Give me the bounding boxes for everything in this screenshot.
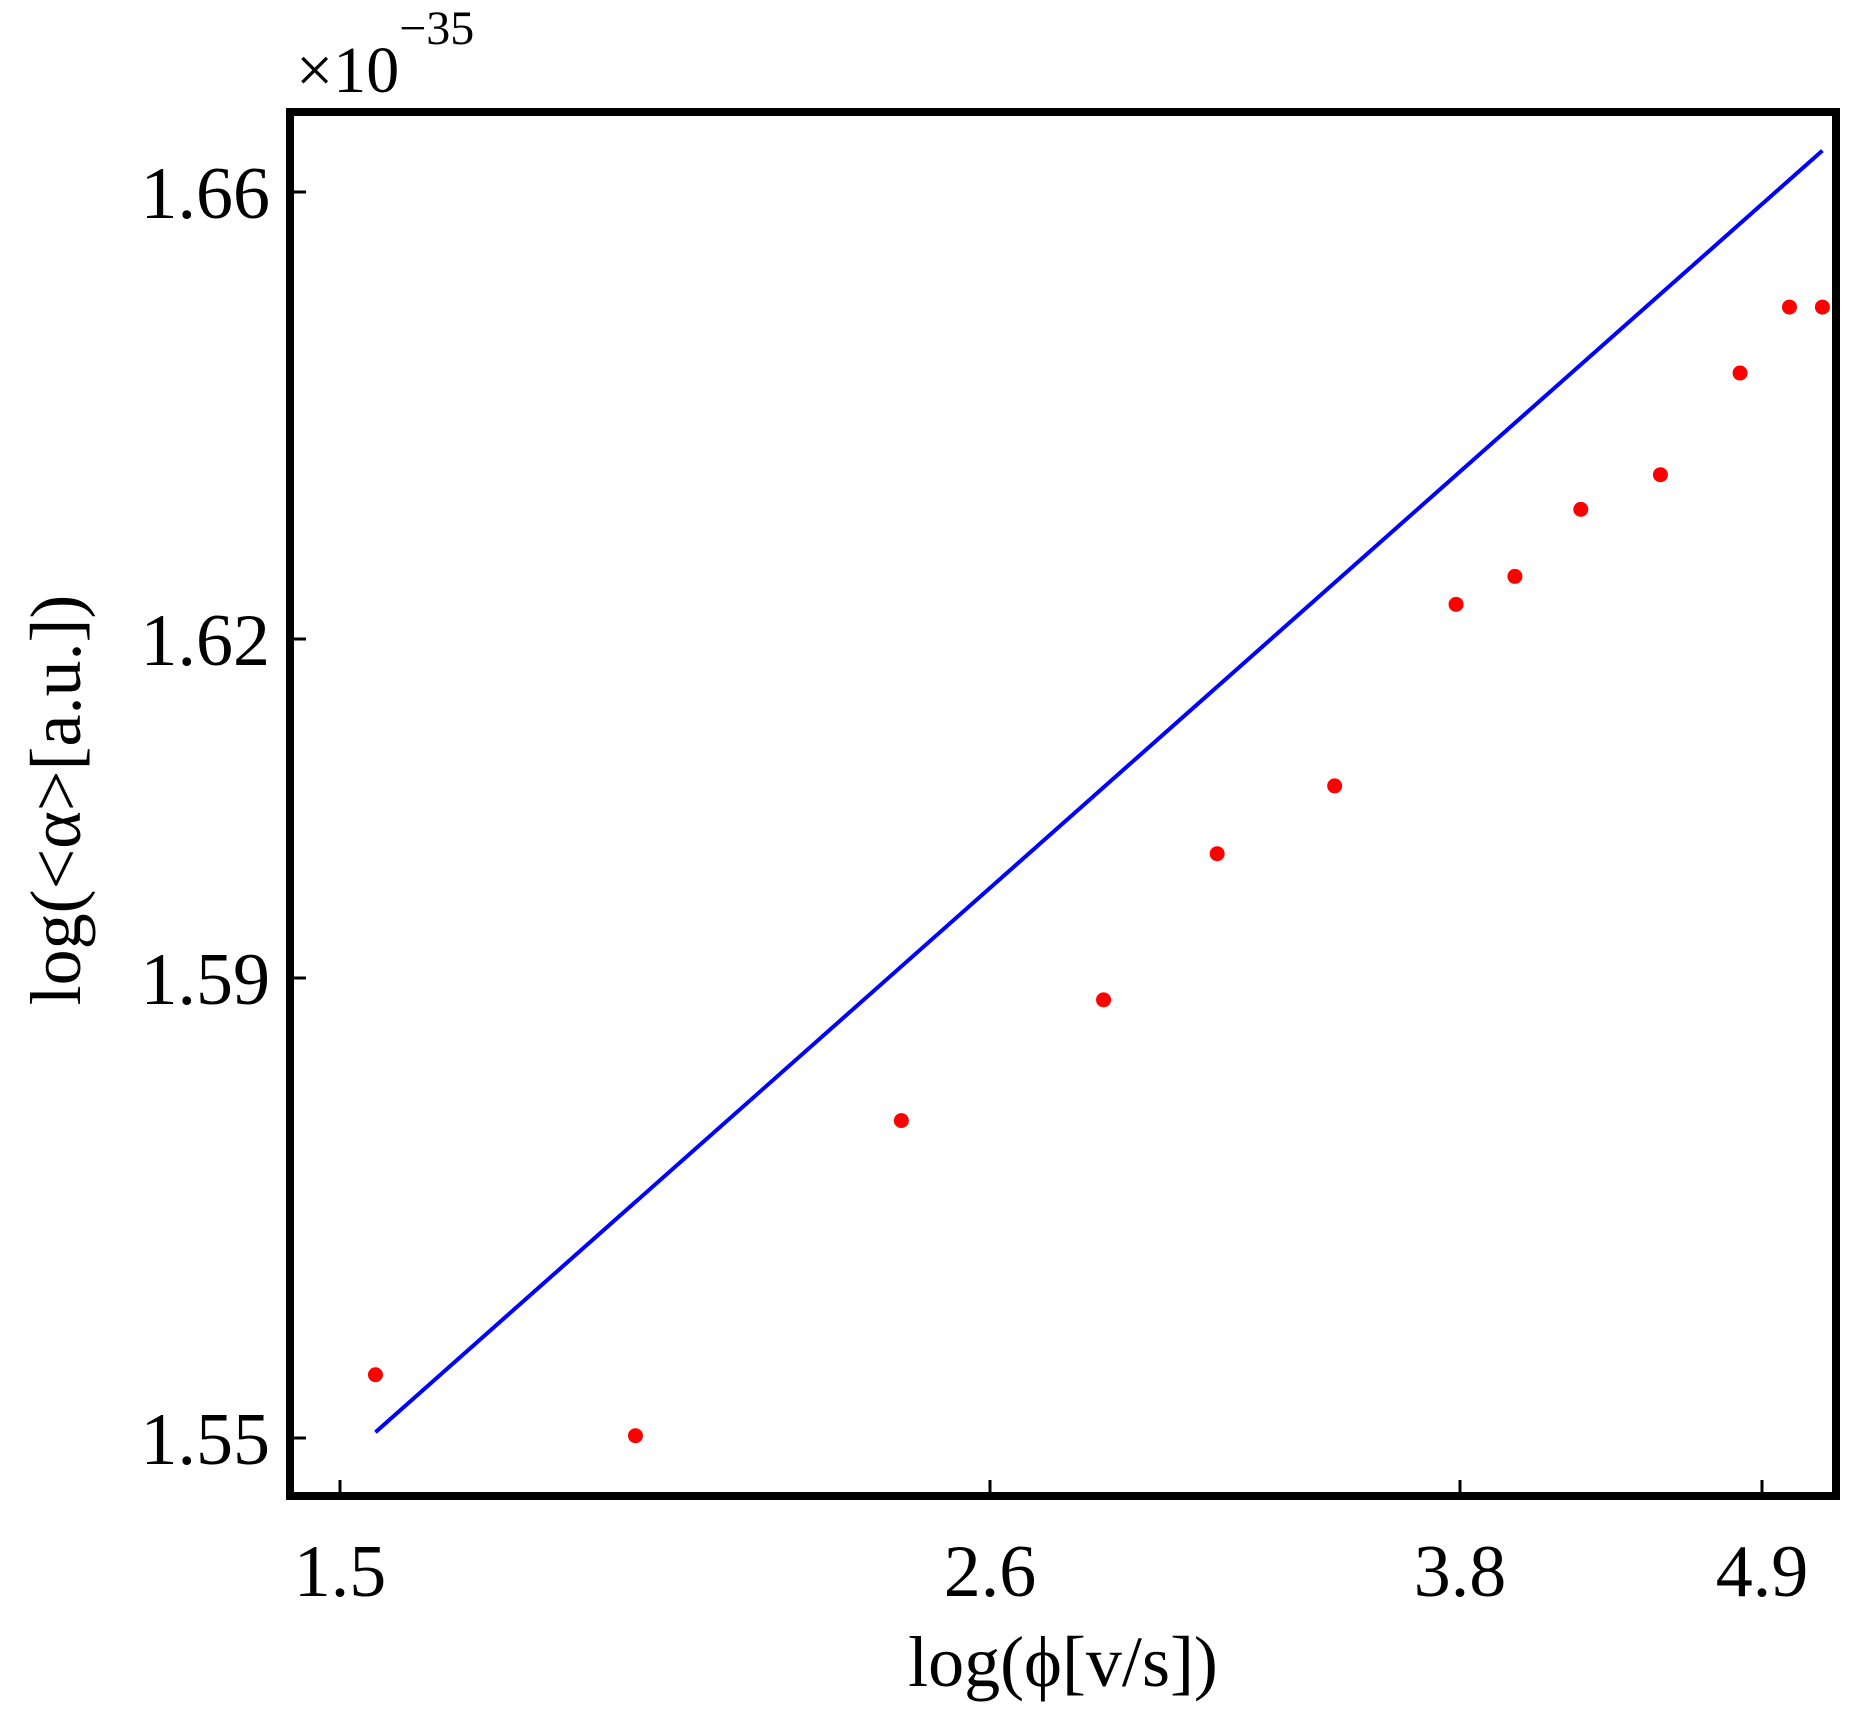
y-tick-label: 1.59 — [141, 939, 271, 1021]
data-point — [1732, 365, 1748, 381]
exponent-base: ×10 — [296, 34, 399, 107]
data-point — [367, 1367, 383, 1383]
data-point — [1814, 299, 1830, 315]
data-point — [1781, 299, 1797, 315]
data-point — [893, 1113, 909, 1129]
x-tick-label: 1.5 — [294, 1531, 387, 1613]
exponent-label: ×10−35 — [296, 2, 474, 107]
data-point — [1448, 596, 1464, 612]
data-point — [1573, 501, 1589, 517]
x-tick-label: 2.6 — [944, 1531, 1037, 1613]
y-tick-label: 1.55 — [141, 1399, 271, 1481]
fit-line-group — [374, 149, 1824, 1434]
data-point — [627, 1428, 643, 1444]
data-point — [1507, 568, 1523, 584]
x-tick-label: 3.8 — [1414, 1531, 1507, 1613]
y-tick-label: 1.62 — [141, 600, 271, 682]
ticks: 1.5 2.6 3.8 4.9 1.55 1.59 1.62 1.66 — [141, 153, 1809, 1613]
x-axis-label: log(ϕ[v/s]) — [908, 1622, 1218, 1702]
fit-line — [374, 149, 1824, 1434]
data-point — [1652, 467, 1668, 483]
data-point — [1327, 778, 1343, 794]
exponent-power: −35 — [399, 2, 474, 55]
y-axis-label: log(<α>[a.u.]) — [16, 595, 96, 1006]
data-point — [1096, 992, 1112, 1008]
data-points — [367, 299, 1830, 1444]
y-tick-label: 1.66 — [141, 153, 271, 235]
plot-frame — [286, 108, 1840, 1500]
data-point — [1209, 846, 1225, 862]
x-tick-label: 4.9 — [1716, 1531, 1809, 1613]
